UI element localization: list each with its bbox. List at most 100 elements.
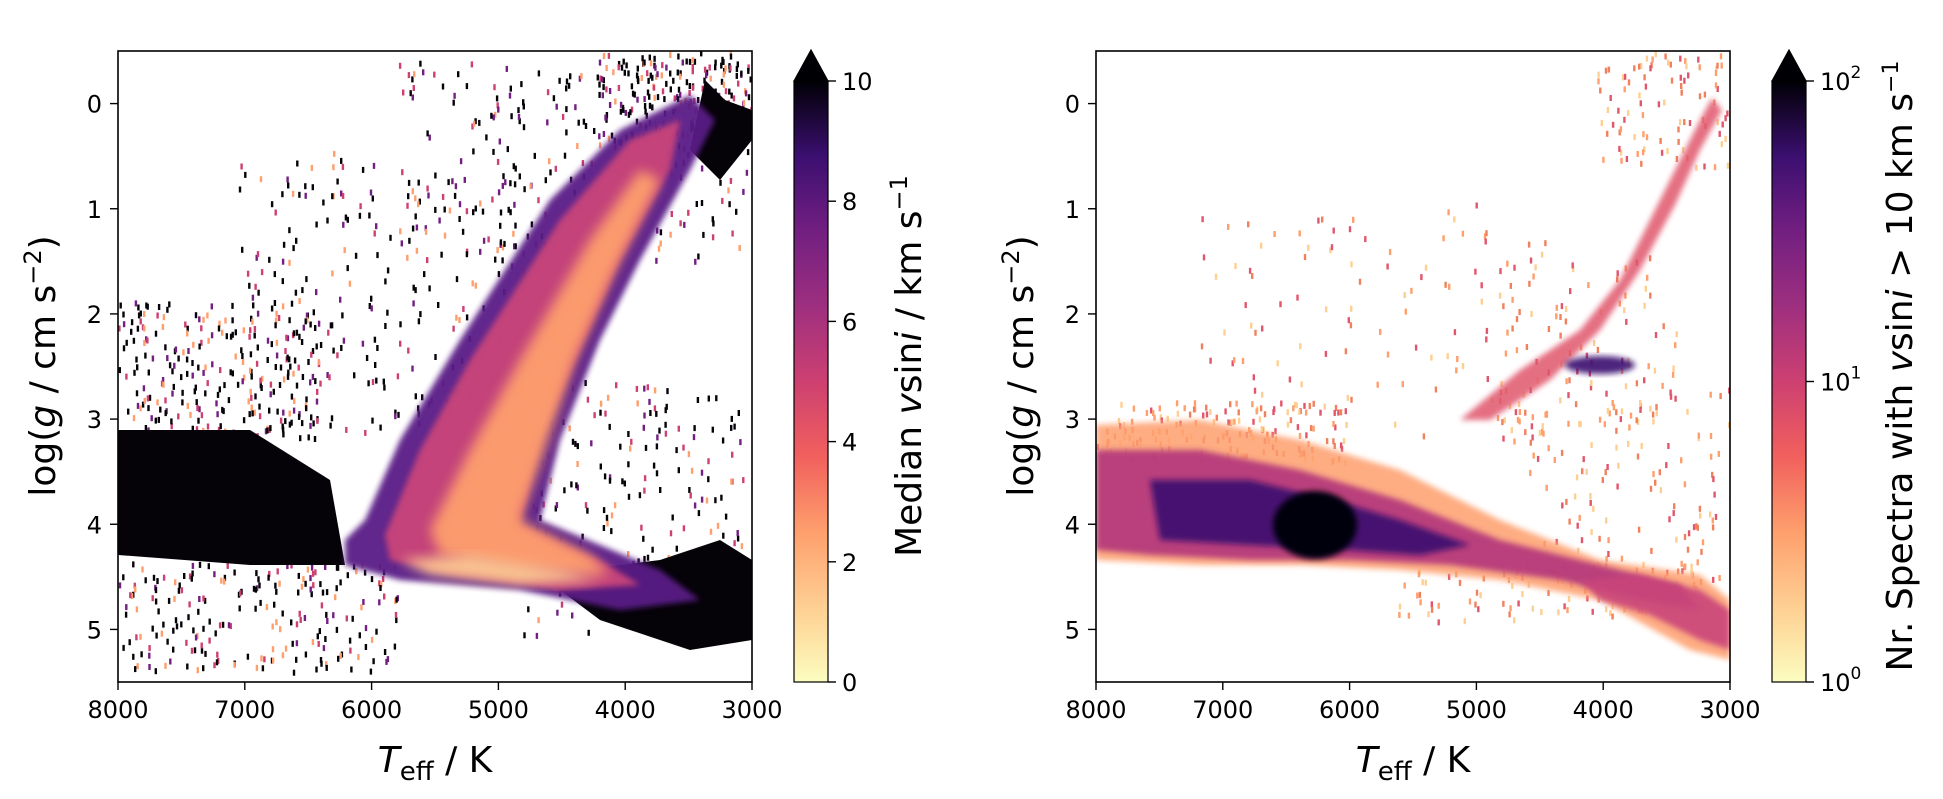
noise-pixel bbox=[1640, 443, 1643, 449]
noise-pixel bbox=[722, 532, 725, 539]
noise-pixel bbox=[1286, 409, 1289, 416]
left-main-sequence bbox=[118, 430, 345, 565]
noise-pixel bbox=[653, 405, 657, 412]
noise-pixel bbox=[605, 86, 608, 93]
noise-pixel bbox=[1618, 145, 1621, 152]
noise-pixel bbox=[1655, 404, 1658, 411]
right-x-tick-label: 5000 bbox=[1446, 696, 1507, 724]
noise-pixel bbox=[1342, 438, 1346, 444]
noise-pixel bbox=[316, 633, 319, 640]
noise-pixel bbox=[329, 422, 332, 429]
noise-pixel bbox=[1317, 217, 1320, 224]
noise-pixel bbox=[314, 569, 317, 576]
noise-pixel bbox=[623, 69, 626, 76]
noise-pixel bbox=[191, 425, 194, 432]
noise-pixel bbox=[293, 397, 296, 404]
noise-pixel bbox=[345, 426, 348, 433]
noise-pixel bbox=[1292, 405, 1295, 412]
right-heatmap bbox=[1096, 51, 1730, 660]
noise-pixel bbox=[1591, 608, 1594, 615]
noise-pixel bbox=[1597, 78, 1600, 85]
noise-pixel bbox=[208, 637, 211, 644]
noise-pixel bbox=[495, 95, 499, 102]
noise-pixel bbox=[144, 352, 147, 359]
noise-pixel bbox=[1641, 149, 1645, 156]
left-colorbar-tick-label: 10 bbox=[842, 68, 873, 96]
noise-pixel bbox=[1259, 242, 1263, 249]
noise-pixel bbox=[608, 102, 612, 108]
noise-pixel bbox=[297, 413, 301, 420]
noise-pixel bbox=[125, 339, 128, 346]
noise-pixel bbox=[448, 207, 452, 214]
noise-pixel bbox=[1635, 417, 1638, 424]
noise-pixel bbox=[1567, 392, 1570, 399]
noise-pixel bbox=[385, 658, 388, 665]
noise-pixel bbox=[1530, 311, 1533, 317]
noise-pixel bbox=[394, 409, 397, 416]
noise-pixel bbox=[1175, 400, 1179, 407]
noise-pixel bbox=[358, 212, 362, 219]
noise-pixel bbox=[621, 104, 625, 111]
noise-pixel bbox=[1254, 329, 1257, 336]
noise-pixel bbox=[1717, 450, 1720, 457]
noise-pixel bbox=[563, 487, 566, 494]
noise-pixel bbox=[654, 64, 657, 71]
noise-pixel bbox=[479, 200, 482, 207]
noise-pixel bbox=[1166, 415, 1169, 422]
noise-pixel bbox=[1586, 595, 1589, 602]
noise-pixel bbox=[1602, 156, 1605, 163]
noise-pixel bbox=[1724, 115, 1727, 122]
noise-pixel bbox=[393, 643, 397, 650]
right-y-tick-label: 1 bbox=[1065, 196, 1080, 224]
noise-pixel bbox=[598, 91, 601, 98]
noise-pixel bbox=[1605, 517, 1608, 524]
noise-pixel bbox=[345, 615, 348, 622]
noise-pixel bbox=[276, 568, 279, 575]
noise-pixel bbox=[1680, 83, 1683, 89]
noise-pixel bbox=[309, 379, 312, 386]
noise-pixel bbox=[220, 577, 223, 584]
noise-pixel bbox=[423, 271, 426, 278]
noise-pixel bbox=[295, 329, 299, 336]
noise-pixel bbox=[577, 119, 580, 126]
noise-pixel bbox=[617, 64, 620, 71]
right-x-tick-label: 3000 bbox=[1699, 696, 1760, 724]
noise-pixel bbox=[1664, 53, 1667, 60]
noise-pixel bbox=[1661, 382, 1664, 389]
noise-pixel bbox=[643, 103, 647, 109]
noise-pixel bbox=[648, 93, 651, 100]
noise-pixel bbox=[438, 217, 441, 224]
noise-pixel bbox=[1623, 73, 1627, 80]
noise-pixel bbox=[1720, 62, 1723, 69]
noise-pixel bbox=[1690, 569, 1693, 576]
noise-pixel bbox=[643, 487, 646, 494]
noise-pixel bbox=[154, 330, 158, 337]
noise-pixel bbox=[1244, 302, 1247, 309]
noise-pixel bbox=[1713, 491, 1716, 498]
noise-pixel bbox=[340, 651, 344, 658]
noise-pixel bbox=[1663, 99, 1666, 106]
noise-pixel bbox=[177, 355, 180, 362]
noise-pixel bbox=[1333, 409, 1336, 416]
noise-pixel bbox=[1209, 409, 1212, 416]
noise-pixel bbox=[306, 317, 309, 324]
noise-pixel bbox=[354, 252, 358, 259]
noise-pixel bbox=[529, 183, 532, 190]
noise-pixel bbox=[286, 563, 289, 570]
noise-pixel bbox=[361, 340, 365, 347]
noise-pixel bbox=[1230, 419, 1233, 425]
noise-pixel bbox=[336, 178, 339, 185]
noise-pixel bbox=[198, 343, 201, 350]
noise-pixel bbox=[1566, 607, 1569, 614]
noise-pixel bbox=[1728, 387, 1730, 394]
noise-pixel bbox=[309, 575, 312, 582]
noise-pixel bbox=[1420, 274, 1423, 281]
noise-pixel bbox=[236, 381, 240, 388]
noise-pixel bbox=[272, 388, 275, 395]
noise-pixel bbox=[1398, 603, 1402, 610]
noise-pixel bbox=[1557, 609, 1560, 616]
left-y-tick-label: 0 bbox=[87, 91, 102, 119]
noise-pixel bbox=[191, 360, 194, 366]
noise-pixel bbox=[627, 111, 631, 118]
noise-pixel bbox=[544, 177, 547, 184]
